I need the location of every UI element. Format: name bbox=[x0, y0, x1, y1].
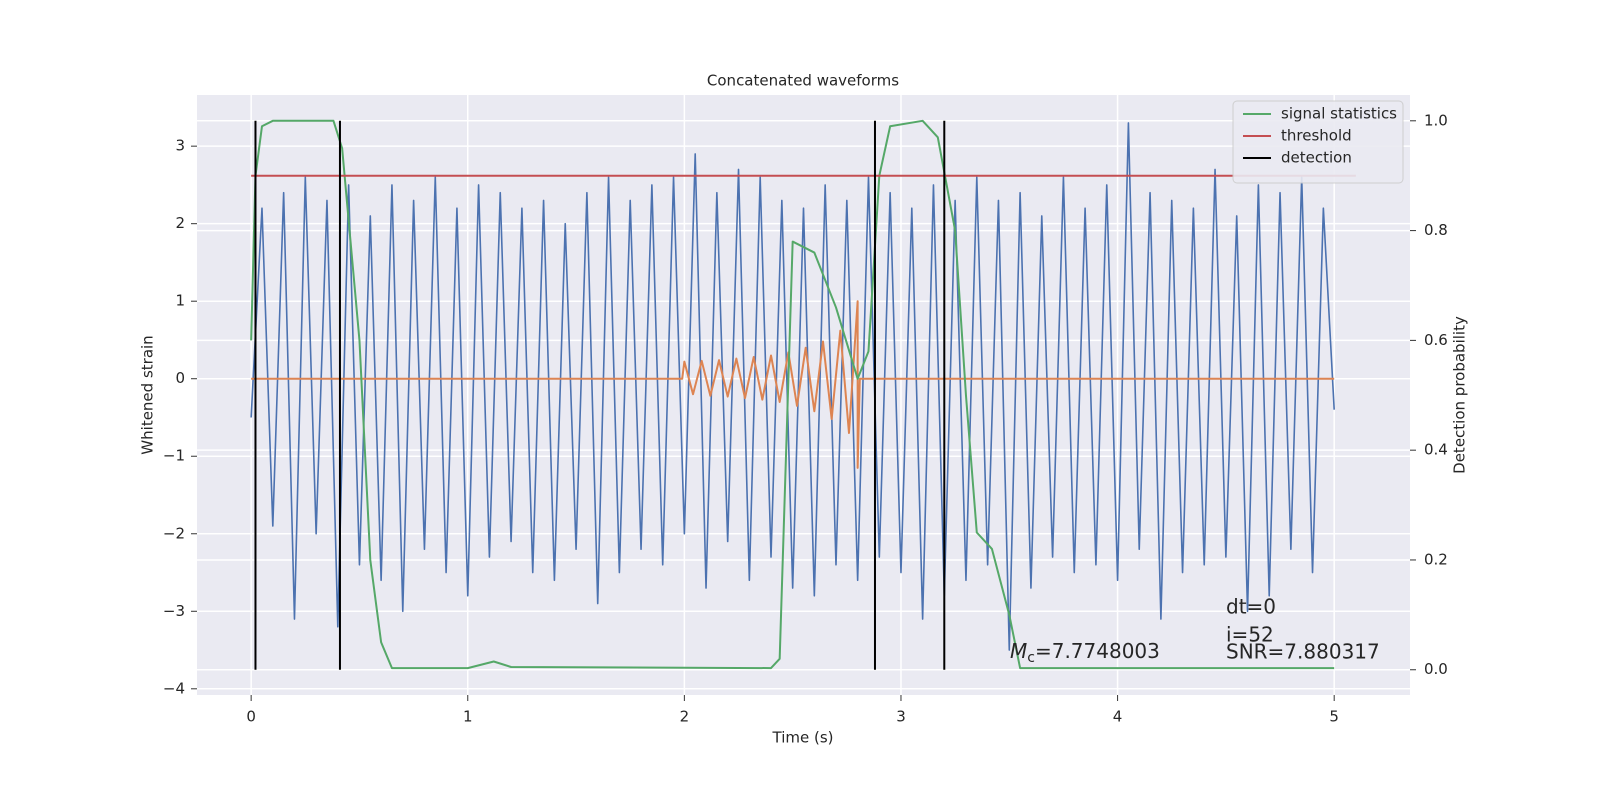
y-tick-label: 2 bbox=[175, 214, 185, 232]
annotation-symbol: M bbox=[1010, 639, 1027, 663]
plot-area bbox=[197, 95, 1410, 695]
y2-tick-label: 0.8 bbox=[1424, 221, 1448, 239]
legend: signal statistics threshold detection bbox=[1232, 100, 1404, 184]
line-series bbox=[250, 122, 1335, 651]
y-tick-label: −4 bbox=[163, 679, 185, 697]
chart-title: Concatenated waveforms bbox=[707, 72, 899, 90]
axes: 0 1 2 3 4 5 −4 −3 −2 −1 0 1 2 3 0.0 0.2 0.4 0.6 0.8 1.0 bbox=[163, 111, 1448, 725]
y2-tick-label: 1.0 bbox=[1424, 111, 1448, 129]
x-axis-label: Time (s) bbox=[772, 729, 834, 747]
legend-label: detection bbox=[1281, 149, 1352, 167]
line-series bbox=[251, 300, 1335, 469]
annotation-subscript: c bbox=[1027, 650, 1035, 666]
y-tick-label: 0 bbox=[175, 369, 185, 387]
annotation-value: =7.7748003 bbox=[1035, 639, 1160, 663]
y-tick-label: −2 bbox=[163, 524, 185, 542]
legend-label: signal statistics bbox=[1281, 105, 1397, 123]
x-tick-label: 4 bbox=[1113, 708, 1123, 726]
annotation: Mc=7.7748003 bbox=[1010, 639, 1160, 667]
y2-tick-label: 0.6 bbox=[1424, 331, 1448, 349]
x-tick-label: 1 bbox=[463, 708, 473, 726]
y-tick-label: 1 bbox=[175, 292, 185, 310]
annotation: i=52 bbox=[1226, 623, 1274, 647]
y2-axis-label: Detection probability bbox=[1451, 316, 1469, 474]
y2-tick-label: 0.0 bbox=[1424, 660, 1448, 678]
annotation: dt=0 bbox=[1226, 595, 1276, 619]
y2-tick-label: 0.2 bbox=[1424, 550, 1448, 568]
x-tick-label: 5 bbox=[1329, 708, 1339, 726]
x-tick-label: 0 bbox=[246, 708, 256, 726]
annotation: SNR=7.880317 bbox=[1226, 640, 1380, 664]
y-tick-label: −1 bbox=[163, 447, 185, 465]
y-tick-label: 3 bbox=[175, 137, 185, 155]
y-axis-label: Whitened strain bbox=[139, 335, 157, 454]
line-series bbox=[250, 119, 1335, 670]
y-tick-label: −3 bbox=[163, 602, 185, 620]
marks bbox=[250, 119, 1356, 670]
legend-label: threshold bbox=[1281, 127, 1352, 145]
x-tick-label: 3 bbox=[896, 708, 906, 726]
y2-tick-label: 0.4 bbox=[1424, 441, 1448, 459]
legend-box bbox=[1232, 100, 1404, 184]
x-tick-label: 2 bbox=[680, 708, 690, 726]
